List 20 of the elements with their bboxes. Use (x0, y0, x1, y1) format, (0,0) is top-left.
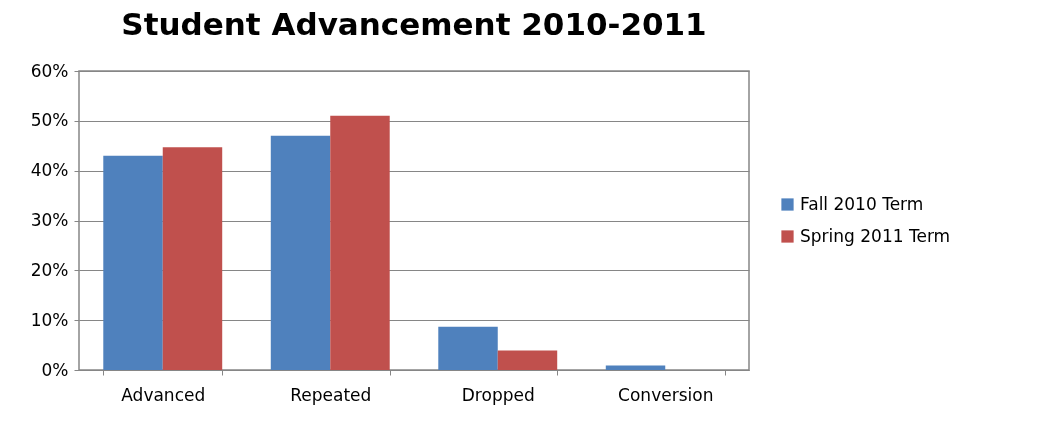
bar (438, 326, 498, 370)
y-tick-label: 20% (30, 259, 69, 280)
y-tick-label: 50% (30, 110, 69, 131)
bar (103, 155, 163, 370)
x-tick-label: Dropped (461, 384, 535, 405)
x-tick-label: Conversion (618, 384, 714, 405)
x-tick-label: Advanced (121, 384, 206, 405)
y-tick-label: 60% (30, 60, 69, 81)
y-tick-label: 10% (30, 309, 69, 330)
bar (330, 115, 390, 370)
chart-title: Student Advancement 2010-2011 (121, 6, 707, 42)
y-tick-label: 30% (30, 210, 69, 230)
bar (270, 135, 331, 370)
bar (162, 147, 223, 370)
y-tick-label: 0% (41, 359, 69, 380)
legend-label: Spring 2011 Term (800, 225, 951, 246)
y-tick-label: 40% (30, 160, 69, 181)
x-tick-label: Repeated (290, 384, 372, 405)
legend-label: Fall 2010 Term (800, 193, 924, 214)
bar (497, 350, 558, 370)
